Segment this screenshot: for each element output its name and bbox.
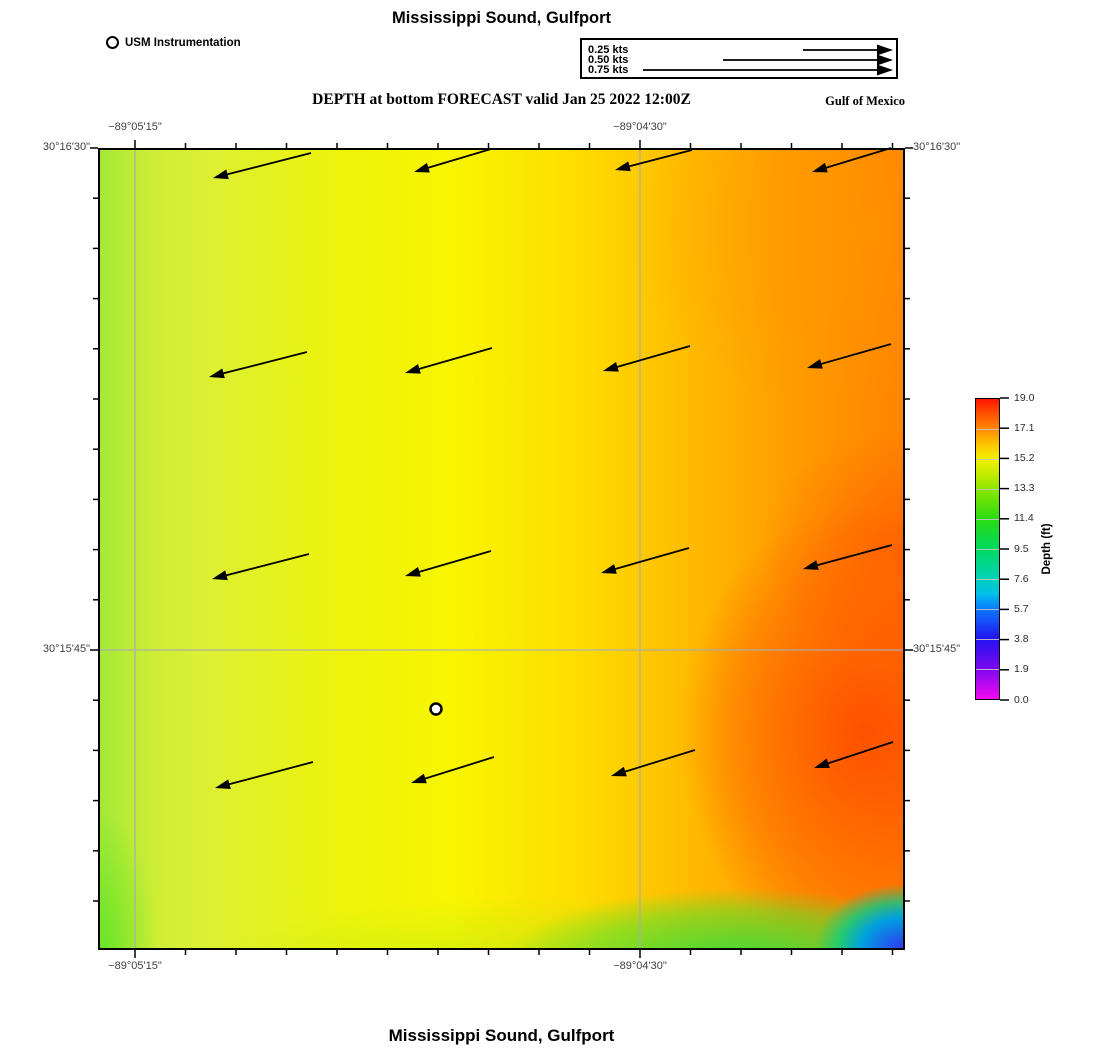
colorbar-segment-line [976,459,999,460]
colorbar-tick-label: 17.1 [1014,421,1035,434]
depth-heatmap [98,148,905,950]
forecast-subtitle: DEPTH at bottom FORECAST valid Jan 25 20… [312,91,691,108]
instrument-legend-label: USM Instrumentation [125,36,241,49]
colorbar-tick-label: 11.4 [1014,512,1034,525]
colorbar-segment-line [976,489,999,490]
colorbar-tick-label: 19.0 [1014,391,1035,404]
colorbar-segment-line [976,639,999,640]
longitude-label-bottom: −89°04'30" [613,960,667,972]
colorbar-segment-line [976,669,999,670]
velocity-legend-label: 0.75 kts [588,64,629,76]
velocity-legend-box [580,38,898,79]
longitude-label-bottom: −89°05'15" [108,960,162,972]
colorbar-segment-line [976,429,999,430]
colorbar-tick-label: 5.7 [1014,602,1029,615]
colorbar-tick-label: 9.5 [1014,542,1029,555]
colorbar-tick-label: 1.9 [1014,663,1029,676]
velocity-legend-label: 0.25 kts [588,44,629,56]
colorbar-segment-line [976,519,999,520]
footer-title: Mississippi Sound, Gulfport [388,1026,615,1045]
colorbar-axis-label: Depth (ft) [1041,523,1053,575]
latitude-label-left: 30°15'45" [42,643,90,655]
latitude-label-right: 30°16'30" [913,141,961,153]
longitude-label-top: −89°04'30" [613,121,667,133]
longitude-label-top: −89°05'15" [108,121,162,133]
colorbar-tick-label: 3.8 [1014,633,1029,646]
colorbar-tick-label: 0.0 [1014,693,1029,706]
colorbar-segment-line [976,549,999,550]
colorbar-tick-label: 13.3 [1014,482,1035,495]
region-label: Gulf of Mexico [825,94,905,108]
colorbar-segment-line [976,609,999,610]
colorbar [975,398,1000,700]
velocity-legend-label: 0.50 kts [588,54,629,66]
latitude-label-left: 30°16'30" [42,141,90,153]
instrument-legend: USM Instrumentation [106,36,241,49]
colorbar-segment-line [976,579,999,580]
colorbar-tick-label: 15.2 [1014,451,1035,464]
figure-title: Mississippi Sound, Gulfport [391,9,612,27]
colorbar-tick-label: 7.6 [1014,572,1029,585]
latitude-label-right: 30°15'45" [913,643,961,655]
instrument-circle-icon [106,36,119,49]
